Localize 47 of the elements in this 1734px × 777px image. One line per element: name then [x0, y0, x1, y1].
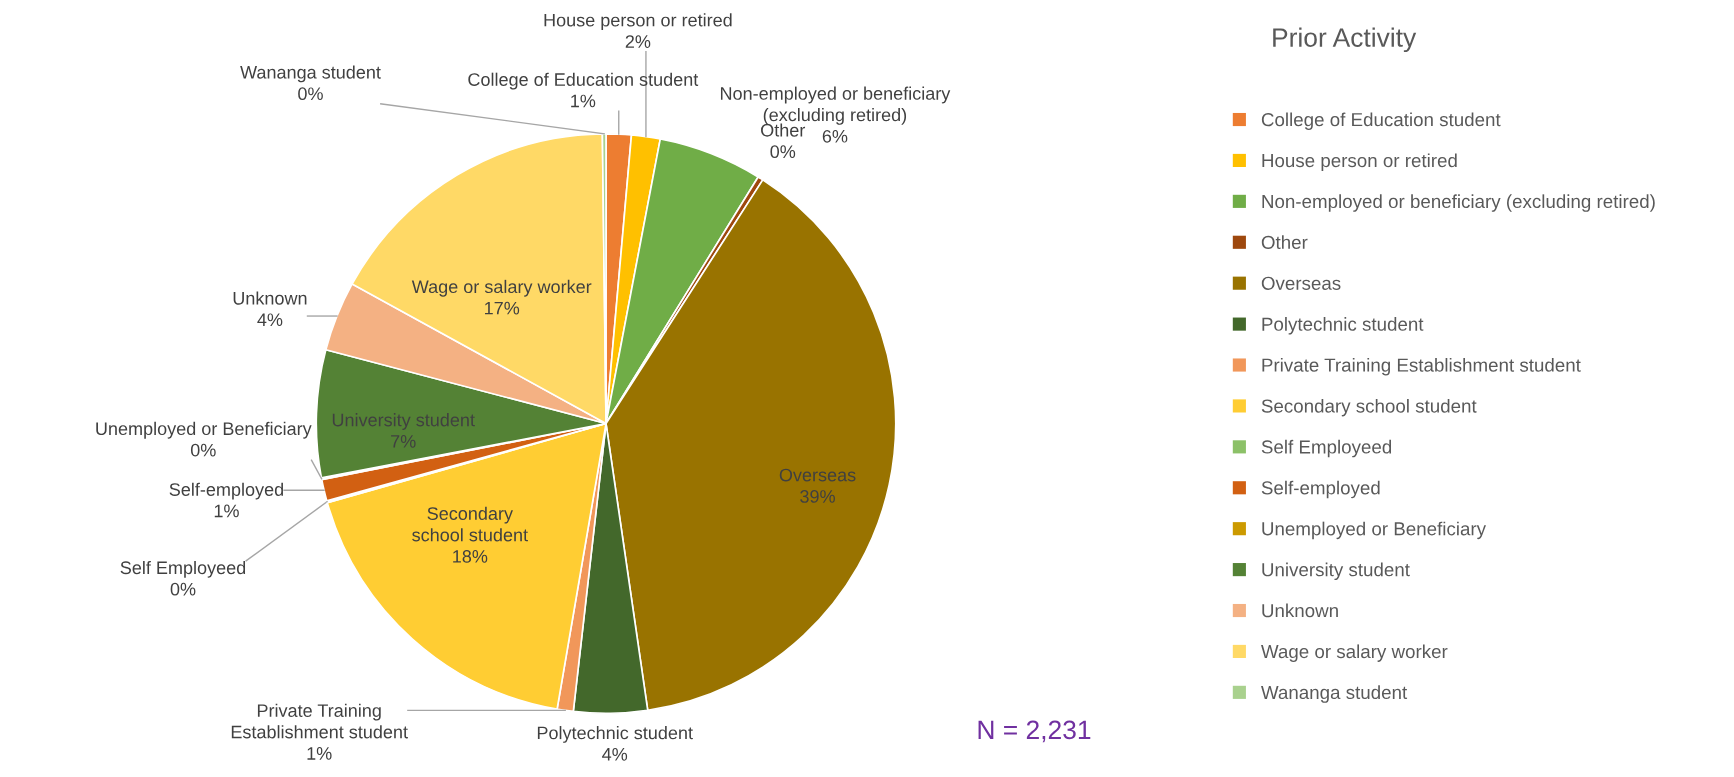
slice-label: Non-employed or beneficiary (excluding retired) — [720, 86, 951, 125]
legend-label: College of Education student — [1261, 112, 1501, 130]
slice-label: Secondary school student — [412, 506, 528, 542]
slice-label: Polytechnic student — [537, 726, 693, 743]
data-label: 1% — [214, 504, 239, 518]
data-label: 4% — [602, 748, 628, 761]
slice-label: Self-employed — [169, 482, 284, 500]
legend-label: Private Training Establishment student — [1262, 358, 1581, 376]
data-label: 0% — [190, 443, 216, 457]
data-label: 39% — [800, 490, 835, 503]
legend-label: Secondary school student — [1261, 398, 1477, 417]
slice-label: House person or retired — [544, 13, 732, 31]
slice-label: Other — [761, 123, 806, 137]
data-label: 1% — [307, 747, 332, 760]
legend-label: Unknown — [1262, 603, 1338, 618]
slice-label: Wage or salary worker — [411, 279, 592, 297]
data-label: 17% — [485, 301, 520, 315]
legend-label: Self-employed — [1261, 480, 1380, 499]
legend-label: Polytechnic student — [1262, 317, 1424, 335]
slice-label: College of Education student — [468, 72, 699, 90]
data-label: 0% — [170, 582, 196, 596]
data-label: 2% — [625, 35, 651, 48]
data-label: 6% — [822, 129, 848, 143]
data-label: 4% — [257, 313, 283, 327]
slice-label: Overseas — [779, 468, 856, 482]
legend-label: Unemployed or Beneficiary — [1262, 521, 1486, 540]
text: Prior Activity — [1273, 27, 1417, 53]
slice-label: Private Training Establishment student — [231, 703, 408, 739]
legend-label: Other — [1261, 235, 1308, 250]
legend-label: Wananga student — [1261, 685, 1408, 703]
data-label: 0% — [298, 87, 323, 101]
data-label: 7% — [391, 435, 416, 448]
slice-label: Unemployed or Beneficiary — [96, 421, 312, 439]
legend-label: House person or retired — [1262, 153, 1457, 171]
slice-label: University student — [332, 413, 475, 430]
data-label: 18% — [453, 550, 488, 563]
data-label: 0% — [770, 145, 796, 159]
legend-label: Wage or salary worker — [1261, 644, 1448, 662]
slice-label: Self Employeed — [120, 560, 246, 578]
slice-label: Wananga student — [240, 65, 381, 83]
legend-label: Non-employed or beneficiary (excluding retired) — [1262, 194, 1655, 212]
legend-label: University student — [1262, 562, 1410, 581]
legend-label: Overseas — [1261, 276, 1341, 290]
legend-label: Self Employeed — [1261, 439, 1392, 458]
text: N = 2,231 — [978, 720, 1091, 743]
slice-label: Unknown — [233, 291, 307, 305]
data-label: 1% — [571, 94, 596, 108]
